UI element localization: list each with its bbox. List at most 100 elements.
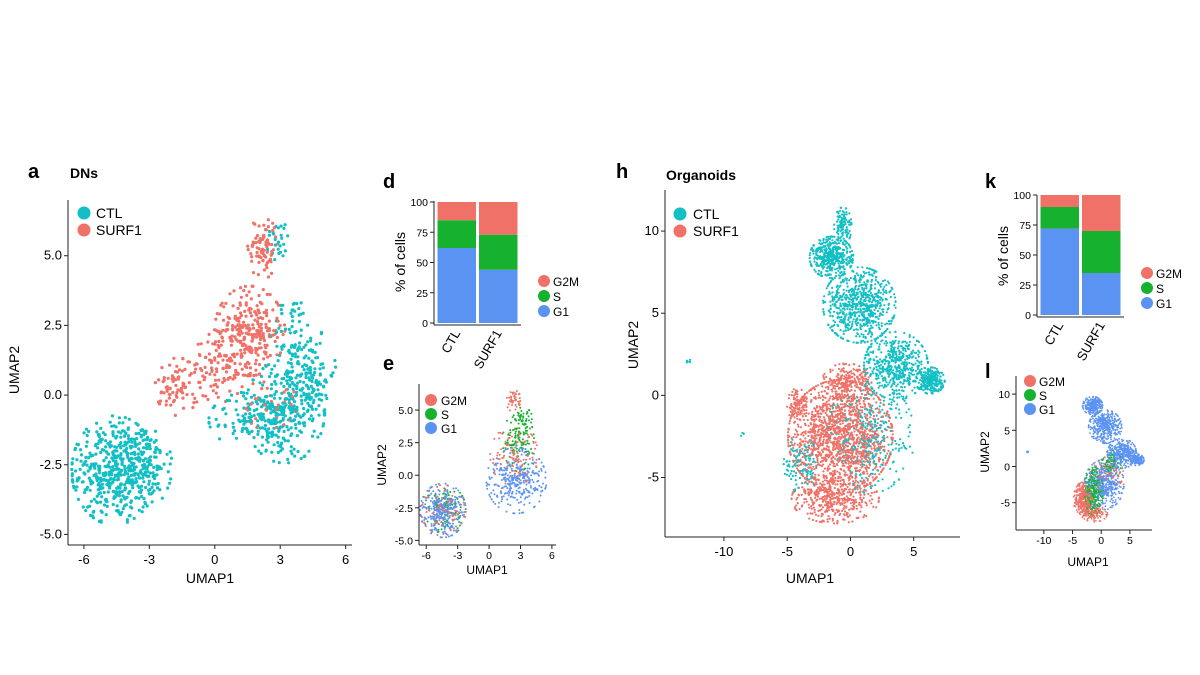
data-point-surf1 xyxy=(162,376,166,380)
data-point-surf1 xyxy=(270,242,274,247)
data-point-surf1 xyxy=(258,337,263,342)
data-point-g1 xyxy=(525,474,528,477)
data-point-surf1 xyxy=(172,400,176,404)
data-point-ctl xyxy=(150,500,154,504)
data-point-g1 xyxy=(422,495,425,498)
data-point-ctl xyxy=(876,309,880,313)
panel-h-points xyxy=(685,206,946,525)
data-point-ctl xyxy=(278,353,282,357)
data-point-ctl xyxy=(123,467,127,471)
data-point-g1 xyxy=(457,500,460,503)
data-point-ctl xyxy=(137,447,141,451)
data-point-g1 xyxy=(440,520,443,523)
data-point-ctl xyxy=(231,431,235,436)
data-point-ctl xyxy=(859,274,863,277)
data-point-ctl xyxy=(848,279,851,282)
data-point-ctl xyxy=(272,418,276,422)
data-point-s xyxy=(516,411,519,414)
data-point-ctl xyxy=(244,412,248,416)
data-point-surf1 xyxy=(796,423,800,426)
data-point-g1 xyxy=(535,472,538,475)
data-point-ctl xyxy=(129,473,133,477)
data-point-g2m xyxy=(513,395,516,398)
data-point-surf1 xyxy=(164,399,168,403)
data-point-g2m xyxy=(497,431,500,434)
x-tick-label: -3 xyxy=(144,552,156,567)
data-point-g1 xyxy=(522,477,524,480)
data-point-ctl xyxy=(309,336,313,340)
data-point-surf1 xyxy=(807,466,810,469)
y-tick-label: 5.0 xyxy=(44,248,62,263)
data-point-ctl xyxy=(285,425,289,429)
data-point-ctl xyxy=(314,378,318,382)
data-point-ctl xyxy=(881,489,884,492)
data-point-ctl xyxy=(218,437,222,441)
data-point-s xyxy=(518,427,521,430)
data-point-g2m xyxy=(427,490,430,493)
data-point-surf1 xyxy=(816,384,820,387)
data-point-ctl xyxy=(875,427,878,431)
data-point-ctl xyxy=(72,484,76,488)
data-point-ctl xyxy=(803,445,806,448)
data-point-ctl xyxy=(261,367,265,371)
data-point-surf1 xyxy=(209,384,213,388)
data-point-surf1 xyxy=(835,375,838,378)
data-point-surf1 xyxy=(271,333,275,337)
data-point-g2m xyxy=(492,458,495,461)
data-point-surf1 xyxy=(821,449,824,452)
data-point-ctl xyxy=(301,413,305,418)
data-point-ctl xyxy=(855,335,858,338)
y-tick-label: 25 xyxy=(416,288,428,300)
data-point-ctl xyxy=(877,321,880,324)
data-point-ctl xyxy=(290,365,294,369)
data-point-ctl xyxy=(885,381,888,384)
data-point-ctl xyxy=(270,367,274,371)
data-point-ctl xyxy=(300,398,304,402)
data-point-g2m xyxy=(513,472,516,475)
data-point-ctl xyxy=(881,313,884,317)
data-point-ctl xyxy=(130,482,134,486)
data-point-g1 xyxy=(537,479,540,482)
data-point-surf1 xyxy=(822,470,825,473)
data-point-ctl xyxy=(115,464,119,469)
data-point-surf1 xyxy=(263,403,267,407)
data-point-surf1 xyxy=(214,317,218,321)
data-point-g1 xyxy=(452,529,455,532)
data-point-surf1 xyxy=(827,465,830,468)
data-point-ctl xyxy=(249,415,253,419)
data-point-ctl xyxy=(123,416,127,420)
data-point-ctl xyxy=(889,379,892,382)
data-point-s xyxy=(516,427,519,430)
data-point-ctl xyxy=(858,314,861,317)
data-point-surf1 xyxy=(188,373,192,377)
data-point-ctl xyxy=(121,429,125,433)
data-point-surf1 xyxy=(829,370,832,373)
data-point-g1 xyxy=(430,492,433,495)
data-point-g1 xyxy=(531,492,534,495)
data-point-ctl xyxy=(116,477,120,482)
data-point-surf1 xyxy=(167,396,171,400)
data-point-surf1 xyxy=(790,394,793,397)
data-point-g1 xyxy=(421,506,424,509)
data-point-surf1 xyxy=(265,266,269,270)
data-point-ctl xyxy=(876,422,879,425)
data-point-ctl xyxy=(894,306,897,309)
data-point-ctl xyxy=(908,424,911,427)
data-point-s xyxy=(515,470,518,473)
data-point-ctl xyxy=(322,422,326,426)
data-point-ctl xyxy=(79,453,84,457)
data-point-surf1 xyxy=(158,402,162,406)
data-point-ctl xyxy=(130,457,134,461)
panel-e-ylabel: UMAP2 xyxy=(375,444,389,486)
data-point-ctl xyxy=(272,459,276,463)
data-point-ctl xyxy=(875,374,878,377)
data-point-ctl xyxy=(84,427,89,431)
data-point-surf1 xyxy=(183,386,187,390)
panel-a-ylabel: UMAP2 xyxy=(6,346,22,394)
data-point-surf1 xyxy=(861,411,864,414)
data-point-surf1 xyxy=(181,391,185,395)
data-point-surf1 xyxy=(818,497,822,500)
data-point-surf1 xyxy=(231,304,235,308)
data-point-ctl xyxy=(111,431,115,435)
data-point-s xyxy=(527,419,530,422)
